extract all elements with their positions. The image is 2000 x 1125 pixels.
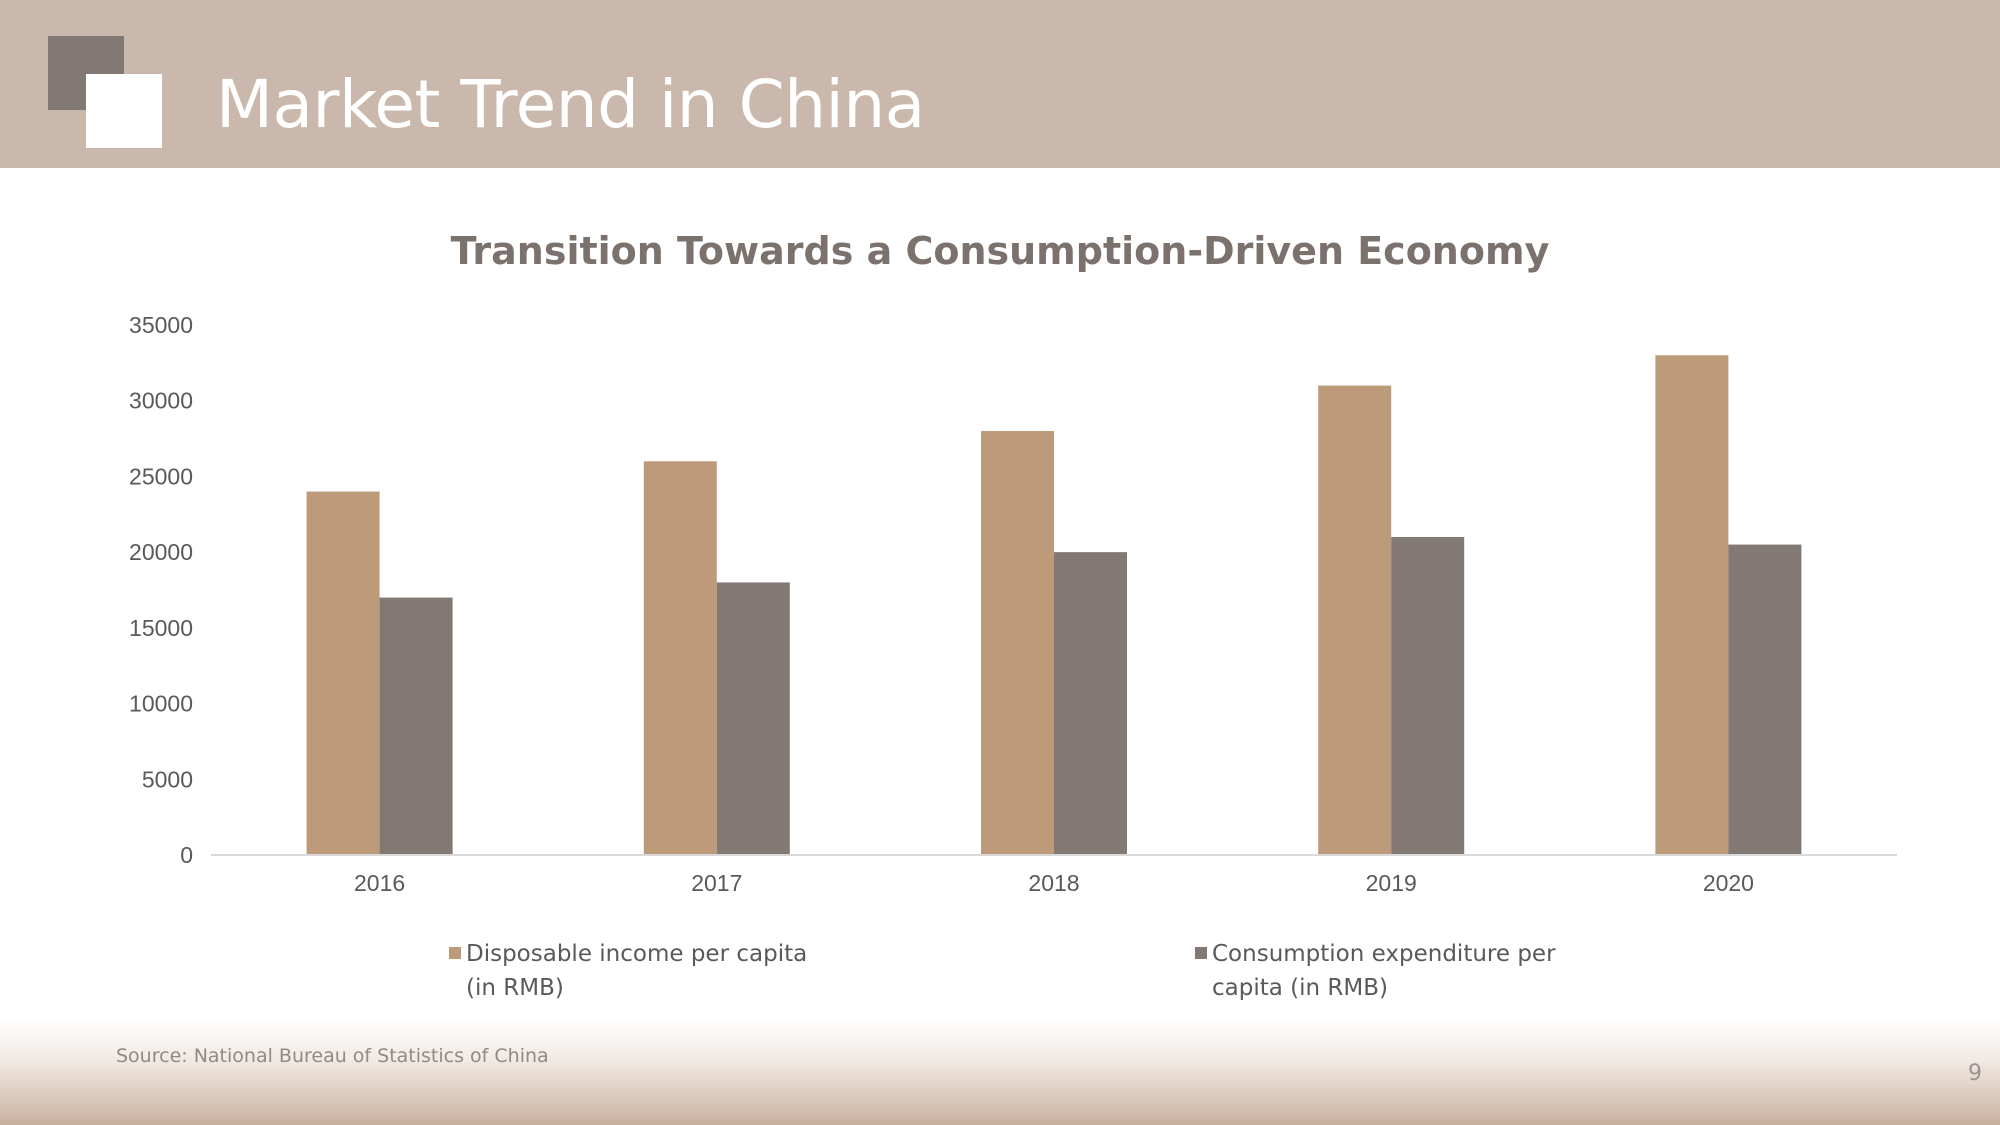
legend-label-consumption: capita (in RMB): [1212, 975, 1388, 1001]
legend-swatch-income: [449, 947, 461, 959]
y-tick-label: 20000: [129, 539, 193, 565]
legend-swatch-consumption: [1195, 947, 1207, 959]
y-tick-label: 5000: [142, 766, 193, 792]
chart-legend: Disposable income per capita (in RMB) Cons…: [449, 941, 1556, 1001]
bar-income-2020: [1655, 355, 1729, 855]
legend-label-income: Disposable income per capita: [466, 941, 807, 967]
x-tick-label-2016: 2016: [354, 870, 405, 896]
y-tick-label: 35000: [129, 312, 193, 338]
legend-label-consumption: Consumption expenditure per: [1212, 941, 1556, 967]
bar-income-2019: [1318, 385, 1392, 855]
bar-consumption-2016: [379, 597, 453, 855]
y-axis-ticks: 0 5000 10000 15000 20000 25000 30000 35000: [129, 312, 193, 868]
page-number: 9: [1968, 1061, 1982, 1086]
x-tick-label-2020: 2020: [1703, 870, 1754, 896]
y-tick-label: 15000: [129, 615, 193, 641]
x-tick-label-2019: 2019: [1366, 870, 1417, 896]
y-tick-label: 30000: [129, 388, 193, 414]
bar-income-2018: [981, 431, 1054, 855]
header-banner: [0, 0, 2000, 168]
y-tick-label: 0: [180, 842, 193, 868]
bar-consumption-2017: [716, 582, 790, 855]
bar-income-2016: [306, 491, 380, 855]
bar-consumption-2018: [1054, 552, 1127, 855]
logo-square-white: [86, 74, 162, 148]
x-axis-ticks: 2016 2017 2018 2019 2020: [354, 870, 1754, 896]
x-tick-label-2017: 2017: [691, 870, 742, 896]
slide-title: Market Trend in China: [216, 66, 925, 143]
x-tick-label-2018: 2018: [1028, 870, 1079, 896]
y-tick-label: 10000: [129, 691, 193, 717]
legend-label-income: (in RMB): [466, 975, 564, 1001]
bars-group: [306, 355, 1802, 855]
y-tick-label: 25000: [129, 463, 193, 489]
footer-gradient: [0, 1018, 2000, 1125]
bar-income-2017: [643, 461, 717, 855]
chart-title: Transition Towards a Consumption-Driven …: [451, 229, 1550, 273]
bar-consumption-2020: [1728, 544, 1802, 855]
source-note: Source: National Bureau of Statistics of…: [116, 1045, 549, 1067]
bar-consumption-2019: [1391, 537, 1465, 855]
